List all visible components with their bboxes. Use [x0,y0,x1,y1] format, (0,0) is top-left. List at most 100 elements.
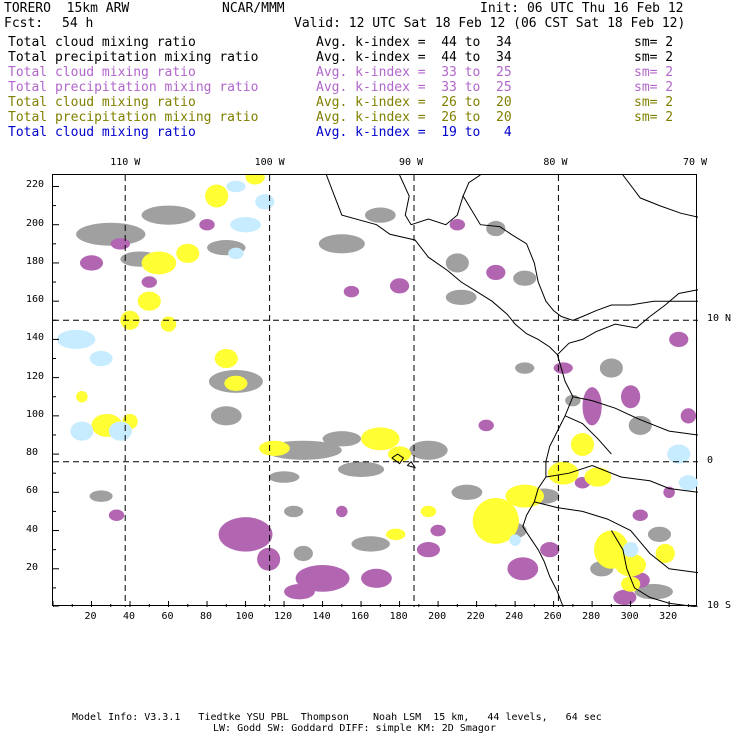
x-tick-label: 200 [428,611,447,622]
x-tick-label: 60 [161,611,174,622]
x-tick-label: 240 [505,611,524,622]
y-tick-label: 100 [26,408,45,420]
legend-row-label: Total cloud mixing ratio [8,95,196,110]
precip-fields [56,175,698,606]
field-gray-area [322,431,362,447]
field-lightblue-area [509,534,521,546]
y-tick-label: 160 [26,294,45,306]
latitude-label: 10 S [707,600,732,611]
field-yellow-area [224,375,248,391]
field-yellow-area [570,433,595,456]
y-tick-label: 200 [26,217,45,229]
field-lightblue-area [226,180,246,193]
coastline-segment [399,175,698,321]
y-tick-label: 120 [26,370,45,382]
field-yellow-area [214,348,238,369]
field-gray-area [318,234,365,254]
legend-row-sm: sm= 2 [634,110,674,125]
field-purple-area [218,517,273,552]
field-yellow-area [420,505,437,518]
coastline-segment [406,460,417,469]
coastline-segment [522,354,574,607]
x-tick-label: 160 [351,611,370,622]
longitude-label: 90 W [399,157,424,168]
field-gray-area [513,270,537,286]
field-yellow-area [176,243,200,263]
field-gray-area [647,526,672,543]
field-gray-area [486,220,506,237]
field-yellow-area [361,427,400,451]
field-gray-area [634,584,673,600]
field-purple-area [295,564,350,592]
field-purple-area [336,505,348,518]
x-tick-label: 260 [543,611,562,622]
longitude-label: 70 W [683,157,708,168]
init-time: Init: 06 UTC Thu 16 Feb 12 [480,1,684,16]
field-yellow-area [141,251,177,275]
coastline-segment [325,175,698,356]
field-yellow-area [615,553,647,577]
field-lightblue-area [622,542,639,558]
field-gray-area [599,358,623,378]
field-purple-area [680,408,697,424]
field-gray-area [284,505,304,518]
field-yellow-area [386,528,406,541]
model-info-line1: Model Info: V3.3.1 Tiedtke YSU PBL Thomp… [72,712,602,723]
field-purple-area [416,542,440,558]
field-purple-area [389,278,410,294]
field-yellow-area [655,543,675,564]
latlon-grid [53,175,698,607]
field-gray-area [89,490,113,502]
x-tick-label: 220 [466,611,485,622]
x-tick-label: 100 [235,611,254,622]
y-tick-label: 220 [26,179,45,191]
x-tick-label: 20 [84,611,97,622]
legend-row-avg: Avg. k-index = 33 to 25 [316,65,512,80]
field-gray-area [628,415,652,435]
field-yellow-area [388,446,412,462]
field-purple-area [284,584,315,600]
x-tick-label: 320 [659,611,678,622]
field-purple-area [199,218,215,231]
legend-row-sm: sm= 2 [634,50,674,65]
field-purple-area [478,419,494,432]
field-purple-area [507,557,539,581]
legend-row-sm: sm= 2 [634,65,674,80]
field-gray-area [445,253,469,273]
field-yellow-area [245,175,265,185]
forecast-hour: 54 h [62,16,94,31]
coastline-segment [572,396,698,436]
legend-row-avg: Avg. k-index = 33 to 25 [316,80,512,95]
legend-row-label: Total cloud mixing ratio [8,125,196,140]
y-tick-label: 40 [26,523,39,535]
field-purple-area [486,264,506,281]
field-purple-area [613,589,637,606]
field-yellow-area [160,316,177,332]
legend-row-avg: Avg. k-index = 26 to 20 [316,95,512,110]
legend-row-sm: sm= 2 [634,35,674,50]
x-tick-label: 140 [312,611,331,622]
longitude-label: 110 W [110,157,141,168]
map-panel [52,174,698,607]
field-gray-area [268,471,300,483]
map-canvas [53,175,698,607]
field-lightblue-area [56,329,96,349]
field-gray-area [76,222,146,246]
field-gray-area [364,207,396,223]
legend-row-sm: sm= 2 [634,80,674,95]
longitude-label: 100 W [254,157,285,168]
field-gray-area [210,406,242,426]
field-purple-area [108,509,125,521]
field-purple-area [669,331,689,348]
field-purple-area [343,285,360,298]
field-purple-area [110,238,131,250]
field-purple-area [79,255,104,271]
field-purple-area [632,509,648,521]
field-yellow-area [547,461,579,485]
coastline-segment [622,175,698,218]
field-yellow-area [259,440,290,456]
legend-row-avg: Avg. k-index = 44 to 34 [316,50,512,65]
field-lightblue-area [255,194,275,210]
legend-row-avg: Avg. k-index = 19 to 4 [316,125,512,140]
field-yellow-area [472,498,519,544]
